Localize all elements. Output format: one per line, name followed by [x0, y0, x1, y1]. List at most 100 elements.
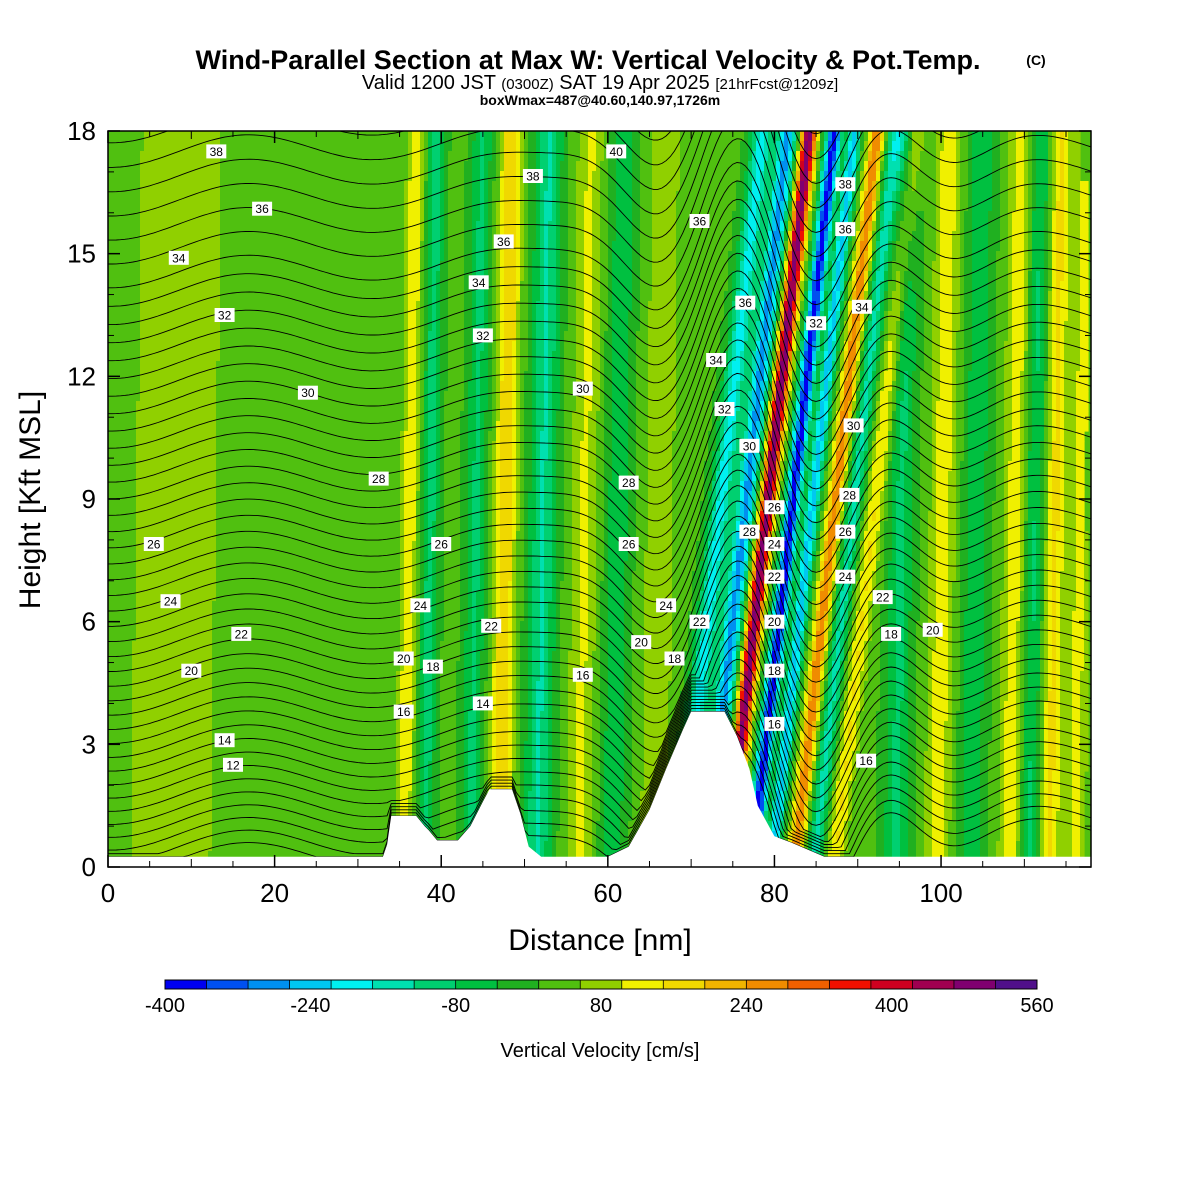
- velocity-cell: [864, 311, 869, 322]
- velocity-cell: [436, 421, 441, 432]
- velocity-cell: [692, 581, 701, 592]
- velocity-cell: [1048, 191, 1053, 202]
- velocity-cell: [988, 421, 997, 432]
- velocity-cell: [804, 411, 809, 422]
- velocity-cell: [900, 401, 909, 412]
- velocity-cell: [756, 151, 765, 162]
- velocity-cell: [796, 531, 805, 542]
- velocity-cell: [108, 571, 137, 582]
- velocity-cell: [492, 571, 497, 582]
- velocity-cell: [1048, 561, 1053, 572]
- velocity-cell: [676, 341, 721, 352]
- velocity-cell: [476, 391, 481, 402]
- velocity-cell: [136, 421, 217, 432]
- velocity-cell: [776, 251, 781, 262]
- velocity-cell: [496, 351, 501, 362]
- velocity-cell: [884, 211, 893, 222]
- velocity-cell: [416, 351, 421, 362]
- velocity-cell: [876, 311, 881, 322]
- velocity-cell: [576, 241, 585, 252]
- velocity-cell: [892, 521, 897, 532]
- velocity-cell: [800, 591, 805, 602]
- velocity-cell: [136, 481, 217, 492]
- velocity-cell: [904, 181, 909, 192]
- velocity-cell: [524, 501, 529, 512]
- velocity-cell: [136, 491, 217, 502]
- velocity-cell: [908, 291, 917, 302]
- velocity-cell: [588, 491, 597, 502]
- velocity-cell: [1000, 141, 1009, 152]
- velocity-cell: [408, 271, 421, 282]
- velocity-cell: [800, 251, 805, 262]
- velocity-cell: [756, 511, 761, 522]
- velocity-cell: [896, 481, 905, 492]
- velocity-cell: [924, 231, 937, 242]
- velocity-cell: [420, 151, 425, 162]
- velocity-cell: [956, 451, 965, 462]
- velocity-cell: [968, 451, 985, 462]
- velocity-cell: [792, 531, 797, 542]
- velocity-cell: [420, 281, 425, 292]
- velocity-cell: [812, 381, 817, 392]
- velocity-cell: [744, 271, 749, 282]
- velocity-cell: [576, 361, 585, 372]
- velocity-cell: [600, 271, 609, 282]
- velocity-cell: [488, 291, 493, 302]
- velocity-cell: [652, 281, 677, 292]
- velocity-cell: [464, 351, 473, 362]
- velocity-cell: [488, 451, 493, 462]
- velocity-cell: [436, 581, 445, 592]
- velocity-cell: [792, 591, 797, 602]
- velocity-cell: [420, 371, 425, 382]
- velocity-cell: [808, 401, 813, 412]
- velocity-cell: [464, 171, 473, 182]
- velocity-cell: [776, 341, 781, 352]
- velocity-cell: [140, 161, 221, 172]
- velocity-cell: [424, 211, 429, 222]
- velocity-cell: [1044, 231, 1049, 242]
- velocity-cell: [1060, 491, 1065, 502]
- velocity-cell: [612, 291, 633, 302]
- velocity-cell: [1024, 181, 1029, 192]
- velocity-cell: [592, 261, 601, 272]
- velocity-cell: [1004, 421, 1013, 432]
- velocity-cell: [960, 501, 969, 512]
- velocity-cell: [512, 571, 517, 582]
- velocity-cell: [824, 461, 829, 472]
- velocity-cell: [488, 341, 493, 352]
- velocity-cell: [788, 301, 793, 312]
- velocity-cell: [512, 341, 517, 352]
- velocity-cell: [824, 541, 829, 552]
- velocity-cell: [856, 591, 861, 602]
- velocity-cell: [552, 151, 557, 162]
- velocity-cell: [748, 461, 753, 472]
- velocity-cell: [628, 441, 637, 452]
- velocity-cell: [968, 581, 985, 592]
- velocity-cell: [876, 161, 881, 172]
- velocity-cell: [712, 561, 717, 572]
- velocity-cell: [964, 421, 969, 432]
- velocity-cell: [800, 301, 805, 312]
- velocity-cell: [492, 251, 497, 262]
- velocity-cell: [796, 161, 801, 172]
- velocity-cell: [1020, 471, 1025, 482]
- velocity-cell: [504, 261, 517, 272]
- velocity-cell: [608, 211, 617, 222]
- velocity-cell: [872, 581, 877, 592]
- velocity-cell: [560, 391, 565, 402]
- velocity-cell: [708, 561, 713, 572]
- velocity-cell: [544, 361, 549, 372]
- velocity-cell: [760, 221, 769, 232]
- velocity-cell: [996, 471, 1005, 482]
- velocity-cell: [404, 451, 417, 462]
- velocity-cell: [568, 311, 577, 322]
- velocity-cell: [460, 581, 469, 592]
- velocity-cell: [632, 161, 641, 172]
- velocity-cell: [792, 141, 797, 152]
- velocity-cell: [1028, 441, 1033, 452]
- velocity-cell: [440, 301, 449, 312]
- velocity-cell: [888, 361, 893, 372]
- velocity-cell: [536, 441, 541, 452]
- velocity-cell: [848, 461, 853, 472]
- velocity-cell: [848, 321, 853, 332]
